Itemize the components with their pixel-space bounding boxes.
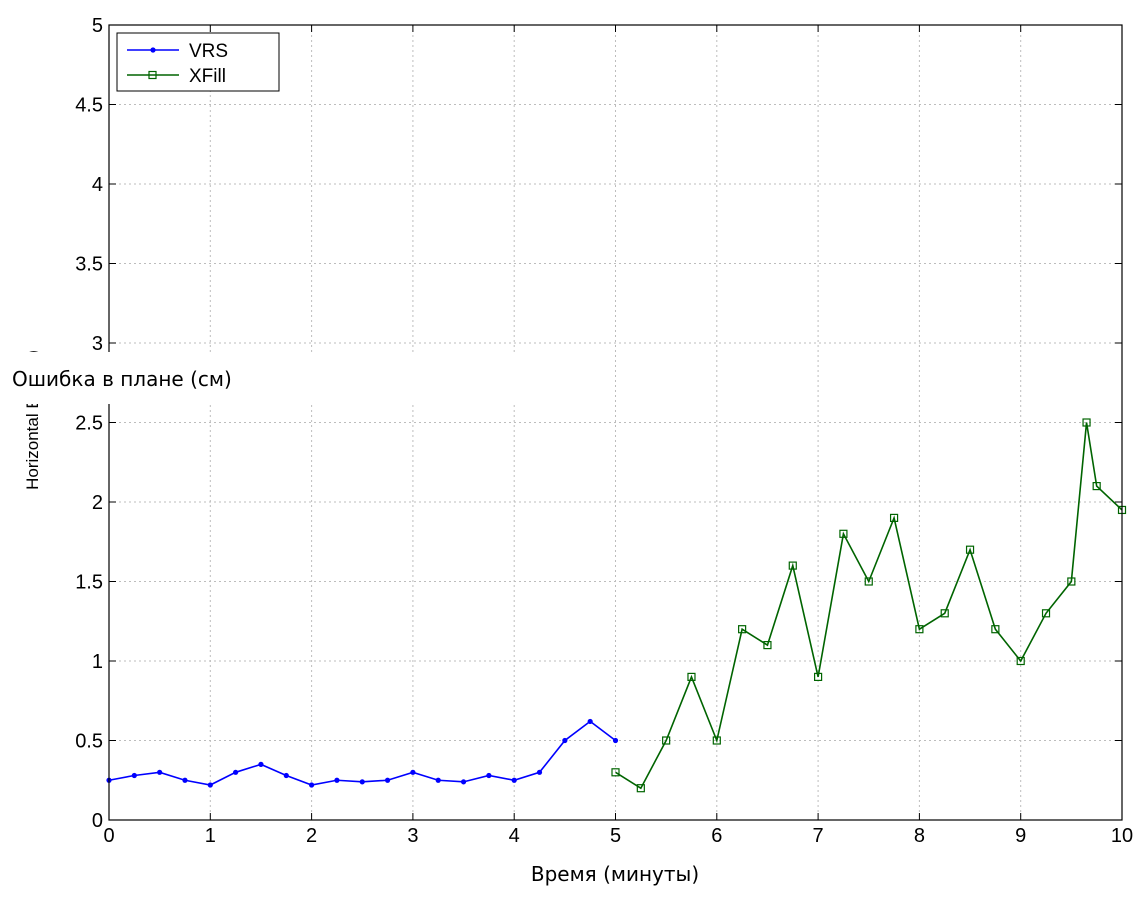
y-tick-label: 1.5 [75,572,103,594]
data-point [1067,577,1076,586]
y-tick-labels: 0 0.5 1 1.5 2 2.5 3 3.5 4 4.5 5 [75,15,103,832]
y-axis-label-overlay: Ошибка в плане (см) [12,367,232,391]
y-tick-label: 4.5 [75,95,103,117]
series-layer [106,418,1127,793]
data-point [207,782,213,788]
data-point [1082,418,1091,427]
y-tick-label: 3.5 [75,254,103,276]
data-point [611,768,620,777]
label-mask [0,352,560,404]
data-point [334,777,340,783]
y-tick-label: 5 [92,15,103,37]
legend-marker [150,47,156,53]
data-point [359,779,365,785]
data-point [233,769,239,775]
x-tick-label: 5 [610,825,621,847]
legend-box [116,32,280,92]
data-point [712,736,721,745]
data-point [1016,656,1025,666]
data-point [258,761,264,767]
data-point [612,737,619,744]
x-tick-label: 6 [711,825,722,847]
y-tick-label: 3 [92,333,103,355]
data-point [131,772,137,779]
x-tick-label: 3 [407,825,418,847]
x-tick-label: 1 [205,825,216,847]
data-point [486,772,492,779]
y-tick-label: 0.5 [75,731,103,753]
data-point [1041,609,1051,618]
grid [108,24,1123,821]
data-point [889,513,899,523]
axes [108,24,1123,821]
x-axis-label: Время (минуты) [530,862,700,886]
y-tick-label: 2 [92,492,103,514]
data-point [536,769,543,775]
x-tick-label: 4 [509,825,520,847]
data-point [511,777,517,783]
data-point [410,769,416,775]
series-line-xfill [615,422,1123,790]
data-point [283,772,289,779]
x-tick-labels: 0 1 2 3 4 5 6 7 8 9 10 [103,825,1133,847]
data-point [687,672,696,682]
data-point [182,777,188,783]
data-point [157,769,163,775]
legend: VRS XFill [116,32,280,92]
data-point [1092,482,1101,491]
legend-label: XFill [189,66,226,87]
data-point [738,625,747,634]
y-tick-label: 0 [92,810,103,832]
y-tick-label: 1 [92,651,103,673]
y-tick-label: 2.5 [75,413,103,435]
x-tick-label: 9 [1015,825,1026,847]
data-point [813,672,823,682]
data-point [965,545,975,554]
data-point [636,784,645,793]
x-tick-label: 2 [306,825,317,847]
data-point [864,577,873,586]
x-tick-label: 8 [914,825,925,847]
legend-label: VRS [189,41,228,62]
data-point [763,640,772,650]
x-tick-label: 7 [813,825,824,847]
data-point [435,777,441,783]
x-tick-label: 0 [103,825,114,847]
series-line-vrs [108,720,616,786]
data-point [309,782,315,788]
data-point [587,718,593,725]
data-point [460,779,467,785]
data-point [991,625,1000,634]
data-point [839,529,848,538]
y-tick-label: 4 [92,174,103,196]
data-point [662,736,671,745]
data-point [915,625,924,634]
data-point [384,777,391,783]
data-point [940,609,949,618]
data-point [562,737,568,744]
data-point [788,561,797,570]
x-tick-label: 10 [1111,825,1133,847]
legend-marker [148,70,157,80]
